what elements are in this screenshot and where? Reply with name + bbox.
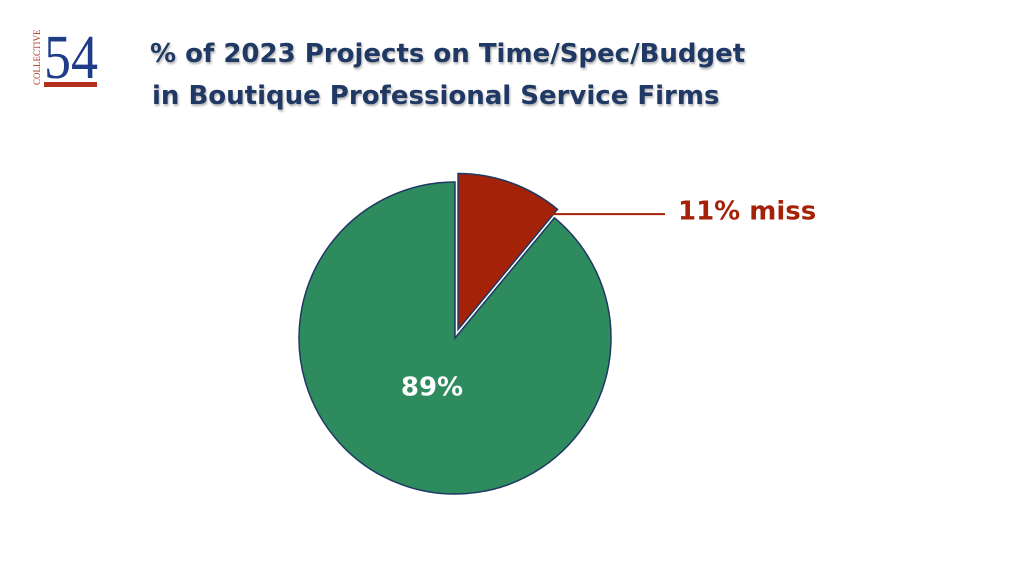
logo-bar [44, 82, 97, 87]
logo: 54 COLLECTIVE [32, 24, 98, 92]
logo-number: 54 [44, 24, 98, 92]
data-label: 11% miss [678, 197, 816, 227]
chart-title: in Boutique Professional Service Firms [152, 81, 719, 111]
pie-slice [457, 172, 559, 332]
chart-title: % of 2023 Projects on Time/Spec/Budget [150, 39, 745, 69]
logo-word: COLLECTIVE [32, 29, 42, 85]
data-label: 89% [401, 373, 463, 403]
pie-slice [298, 181, 612, 495]
